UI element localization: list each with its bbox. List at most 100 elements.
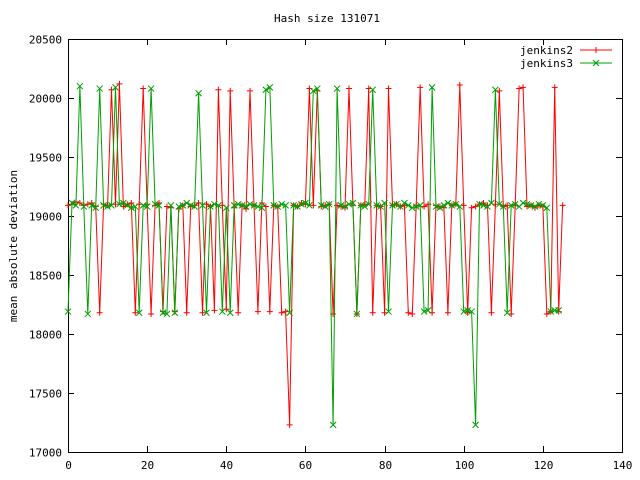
data-point-jenkins3: [381, 199, 388, 207]
data-point-jenkins3: [195, 89, 202, 97]
data-point-jenkins2: [492, 201, 499, 208]
data-point-jenkins2: [262, 203, 269, 210]
data-point-jenkins3: [116, 200, 123, 208]
data-point-jenkins3: [412, 203, 420, 210]
data-point-jenkins3: [373, 202, 381, 209]
data-point-jenkins3: [511, 200, 519, 208]
x-tick-label: 60: [299, 459, 312, 472]
data-point-jenkins2: [183, 309, 190, 316]
data-point-jenkins3: [444, 199, 452, 207]
series-jenkins2: [65, 80, 566, 428]
data-point-jenkins2: [235, 309, 242, 316]
data-point-jenkins2: [96, 309, 103, 316]
data-point-jenkins3: [242, 203, 250, 210]
data-point-jenkins3: [159, 309, 167, 317]
data-point-jenkins2: [187, 203, 194, 210]
data-point-jenkins3: [321, 203, 329, 210]
data-point-jenkins2: [369, 309, 376, 316]
data-point-jenkins3: [167, 202, 175, 209]
data-point-jenkins3: [64, 308, 72, 315]
data-point-jenkins3: [187, 202, 195, 209]
data-point-jenkins3: [183, 199, 191, 207]
x-tick-label: 20: [141, 459, 154, 472]
data-point-jenkins3: [543, 204, 551, 212]
data-point-jenkins3: [357, 202, 365, 209]
x-tick-label: 80: [379, 459, 392, 472]
data-point-jenkins3: [539, 202, 547, 209]
data-point-jenkins3: [460, 308, 468, 315]
data-point-jenkins3: [179, 202, 187, 209]
data-point-jenkins2: [282, 308, 289, 315]
data-point-jenkins3: [313, 85, 321, 92]
data-point-jenkins3: [448, 202, 456, 209]
data-point-jenkins3: [488, 199, 495, 207]
data-point-jenkins3: [452, 200, 460, 208]
data-point-jenkins3: [163, 310, 171, 318]
data-point-jenkins2: [278, 309, 285, 316]
axes: 0 20 40 60 80 100 120 140 17000 17500 18000 18500 19…: [29, 34, 633, 473]
data-point-jenkins3: [250, 202, 258, 209]
data-point-jenkins3: [266, 84, 274, 91]
data-point-jenkins3: [492, 86, 499, 94]
data-point-jenkins2: [104, 202, 111, 209]
legend-label-jenkins3: jenkins3: [520, 57, 573, 70]
data-point-jenkins3: [290, 202, 297, 209]
data-point-jenkins3: [523, 200, 531, 208]
data-point-jenkins2: [227, 87, 234, 94]
y-tick-label: 18000: [29, 329, 62, 342]
data-point-jenkins3: [317, 202, 325, 209]
data-point-jenkins3: [436, 204, 444, 212]
data-point-jenkins2: [456, 82, 463, 89]
data-point-jenkins3: [108, 202, 115, 209]
data-point-jenkins3: [171, 309, 179, 317]
data-point-jenkins3: [428, 84, 436, 91]
data-point-jenkins3: [298, 200, 305, 208]
data-point-jenkins2: [247, 87, 254, 94]
data-point-jenkins2: [385, 85, 392, 92]
y-axis-label: mean absolute deviation: [7, 170, 20, 322]
data-point-jenkins2: [468, 204, 475, 211]
data-point-jenkins3: [80, 203, 88, 210]
data-point-jenkins3: [262, 86, 270, 94]
data-point-jenkins3: [345, 200, 353, 208]
data-point-jenkins2: [140, 85, 147, 92]
data-point-jenkins2: [409, 310, 416, 317]
x-tick-label: 140: [613, 459, 633, 472]
data-point-jenkins3: [258, 204, 266, 212]
x-tick-label: 40: [220, 459, 233, 472]
y-tick-label: 20500: [29, 34, 62, 47]
data-point-jenkins2: [405, 309, 412, 316]
plot-frame: [68, 39, 623, 453]
data-point-jenkins3: [234, 200, 242, 208]
data-point-jenkins2: [520, 84, 527, 91]
data-point-jenkins3: [472, 421, 479, 429]
data-point-jenkins3: [499, 203, 507, 210]
data-point-jenkins3: [143, 203, 151, 210]
data-point-jenkins3: [507, 202, 515, 209]
data-point-jenkins2: [298, 200, 305, 207]
data-point-jenkins2: [116, 80, 123, 87]
data-point-jenkins3: [175, 203, 183, 210]
data-point-jenkins3: [88, 202, 96, 209]
data-point-jenkins2: [508, 310, 515, 317]
y-tick-label: 17500: [29, 388, 62, 401]
data-point-jenkins3: [270, 202, 278, 209]
data-point-jenkins3: [211, 200, 218, 208]
data-point-jenkins3: [139, 202, 147, 209]
data-point-jenkins2: [148, 310, 155, 317]
data-point-jenkins2: [444, 309, 451, 316]
data-point-jenkins3: [127, 204, 135, 212]
data-point-jenkins3: [68, 199, 76, 207]
data-point-jenkins3: [325, 200, 333, 208]
data-point-jenkins3: [84, 310, 92, 318]
data-point-jenkins2: [310, 202, 317, 209]
data-point-jenkins3: [385, 308, 392, 315]
data-point-jenkins3: [215, 202, 222, 209]
data-point-jenkins3: [282, 202, 289, 209]
data-point-jenkins3: [135, 309, 143, 317]
data-point-jenkins3: [408, 204, 416, 212]
data-point-jenkins2: [334, 202, 341, 209]
data-point-jenkins3: [393, 200, 400, 208]
data-point-jenkins2: [516, 85, 523, 92]
